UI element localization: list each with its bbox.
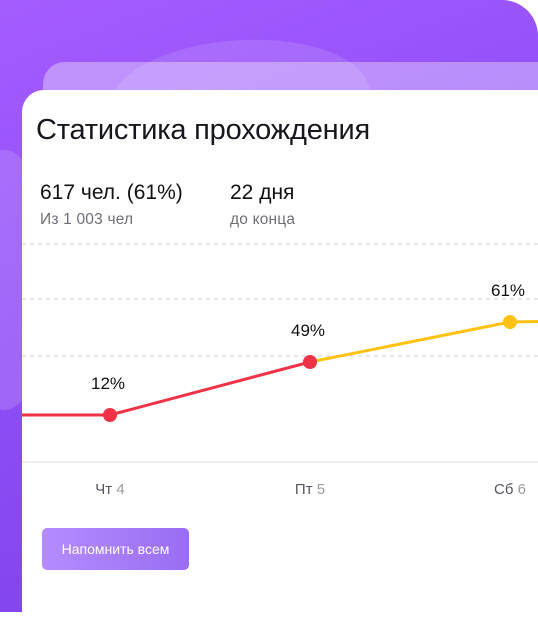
days-left: 22 дня	[230, 181, 295, 204]
participants-count: 617 чел. (61%)	[40, 181, 183, 204]
data-label: 61%	[491, 281, 525, 300]
participants-total: Из 1 003 чел	[40, 211, 134, 228]
chart-labels: 12% 49% 61% Чт 4 Пт 5 Сб 6	[91, 281, 526, 498]
card-title: Статистика прохождения	[36, 114, 370, 146]
data-point	[103, 408, 117, 422]
days-left-caption: до конца	[230, 211, 296, 228]
x-tick-label: Пт 5	[295, 481, 325, 498]
data-point	[503, 315, 517, 329]
data-label: 12%	[91, 374, 125, 393]
x-tick-label: Сб 6	[494, 481, 526, 498]
data-label: 49%	[291, 321, 325, 340]
progress-chart: 12% 49% 61% Чт 4 Пт 5 Сб 6	[22, 243, 538, 498]
remind-all-button[interactable]: Напомнить всем	[42, 528, 189, 570]
chart-grid	[22, 243, 538, 463]
data-point	[303, 355, 317, 369]
x-tick-label: Чт 4	[95, 481, 124, 498]
series-line	[309, 320, 511, 364]
chart-series	[22, 315, 538, 422]
series-line	[109, 360, 311, 417]
